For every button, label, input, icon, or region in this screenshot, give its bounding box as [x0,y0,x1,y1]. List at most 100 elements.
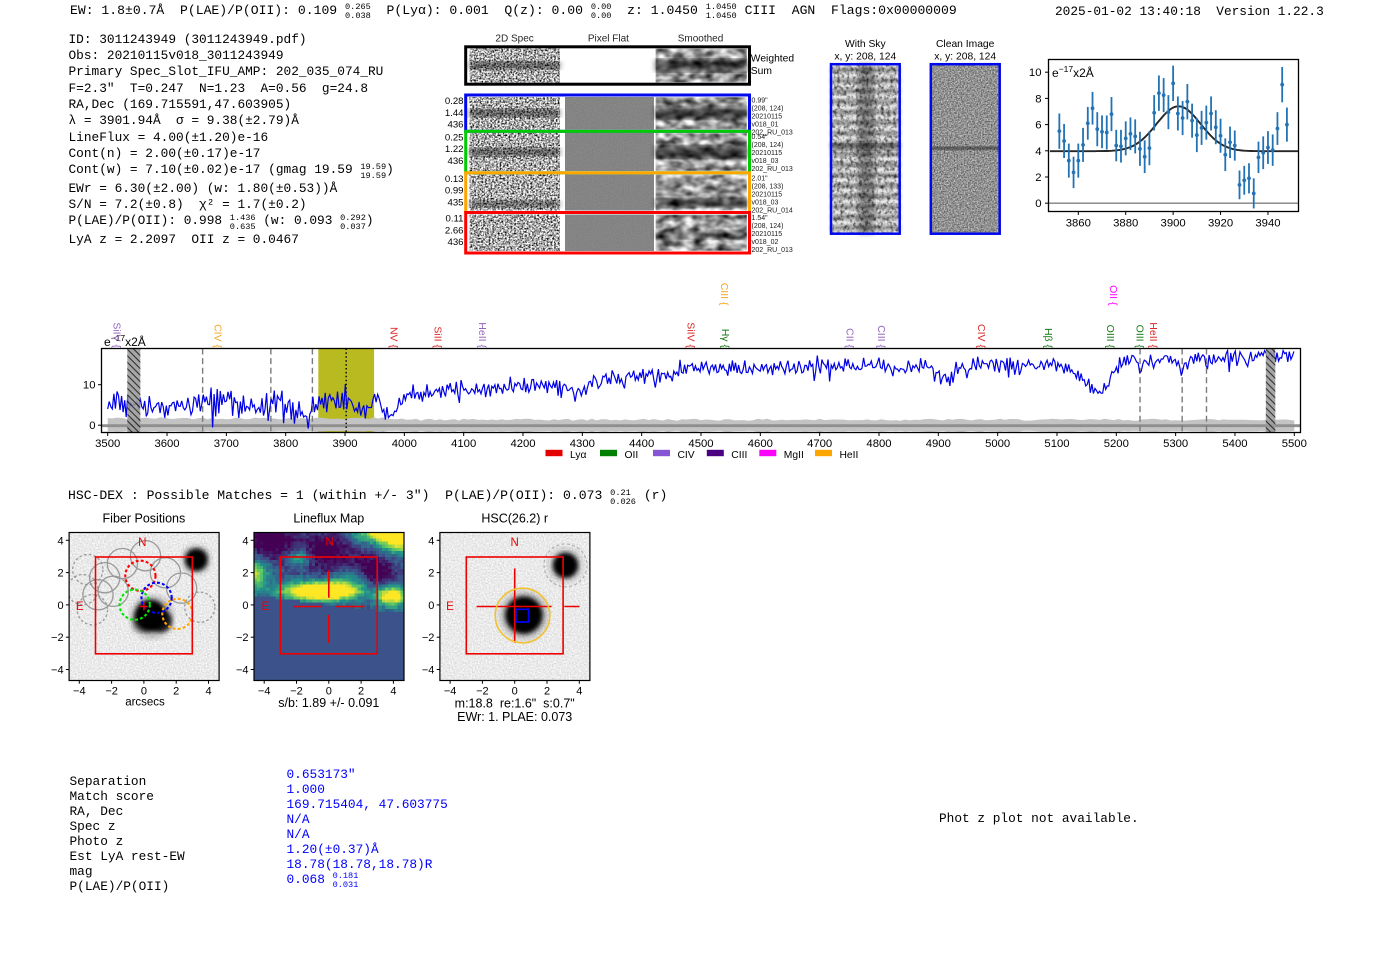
svg-text:Weighted: Weighted [751,54,795,65]
svg-text:4400: 4400 [629,438,654,450]
svg-text:SiIV {: SiIV { [111,322,123,348]
svg-text:10: 10 [83,380,96,392]
svg-text:1.22: 1.22 [445,144,464,155]
svg-text:x, y: 208, 124: x, y: 208, 124 [934,52,996,63]
svg-text:4300: 4300 [570,438,595,450]
svg-text:(208, 133): (208, 133) [752,183,784,190]
svg-text:436: 436 [447,156,463,167]
svg-text:3900: 3900 [332,438,357,450]
svg-text:436: 436 [447,120,463,131]
svg-text:−4: −4 [444,686,457,698]
svg-text:v018_02: v018_02 [752,239,779,246]
svg-text:4: 4 [242,535,248,547]
svg-text:4: 4 [576,686,582,698]
svg-text:e−17x2Å: e−17x2Å [1052,64,1094,80]
svg-text:2: 2 [358,686,364,698]
svg-text:3600: 3600 [154,438,179,450]
svg-text:0.99": 0.99" [752,98,769,105]
svg-text:5200: 5200 [1104,438,1129,450]
svg-text:2: 2 [1035,172,1041,184]
svg-text:435: 435 [447,197,463,208]
svg-text:N: N [325,537,333,549]
svg-text:CIV {: CIV { [975,324,987,348]
svg-text:4: 4 [205,686,211,698]
svg-text:4700: 4700 [807,438,832,450]
svg-text:4600: 4600 [748,438,773,450]
svg-text:N: N [138,537,146,549]
svg-text:Lyα: Lyα [570,450,586,461]
svg-text:3880: 3880 [1113,218,1138,230]
svg-text:−2: −2 [105,686,118,698]
svg-text:e−17x2Å: e−17x2Å [104,333,146,349]
svg-text:CII {: CII { [844,328,856,348]
svg-text:20210115: 20210115 [752,231,783,238]
svg-text:−2: −2 [422,632,435,644]
svg-text:1.54": 1.54" [752,215,769,222]
svg-text:E: E [262,601,270,613]
svg-text:3920: 3920 [1208,218,1233,230]
svg-text:−2: −2 [51,632,64,644]
svg-text:20210115: 20210115 [752,191,783,198]
svg-text:4000: 4000 [392,438,417,450]
svg-text:436: 436 [447,237,463,248]
svg-text:5100: 5100 [1044,438,1069,450]
svg-text:0: 0 [242,600,248,612]
svg-text:EWr: 1. PLAE: 0.073: EWr: 1. PLAE: 0.073 [457,710,572,724]
svg-text:0: 0 [428,600,434,612]
svg-text:OII: OII [625,450,639,461]
svg-text:x, y: 208, 124: x, y: 208, 124 [834,52,896,63]
svg-text:4: 4 [1035,146,1041,158]
svg-text:5000: 5000 [985,438,1010,450]
svg-text:HeII {: HeII { [1147,322,1159,348]
svg-text:E: E [446,601,454,613]
svg-text:OIII {: OIII { [1104,325,1116,349]
svg-text:202_RU_013: 202_RU_013 [752,130,793,137]
svg-text:4: 4 [57,535,63,547]
svg-text:N: N [511,537,519,549]
svg-text:5500: 5500 [1282,438,1307,450]
svg-text:202_RU_013: 202_RU_013 [752,166,793,173]
svg-text:CIII {: CIII { [875,325,887,348]
svg-text:0: 0 [512,686,518,698]
svg-text:−4: −4 [258,686,271,698]
svg-text:2: 2 [173,686,179,698]
svg-text:(208, 124): (208, 124) [752,106,784,113]
svg-text:0: 0 [57,600,63,612]
svg-text:HSC(26.2) r: HSC(26.2) r [481,512,548,526]
svg-text:0.28: 0.28 [445,96,464,107]
svg-text:SiIV {: SiIV { [685,322,697,348]
svg-text:arcsecs: arcsecs [125,697,165,709]
svg-text:−4: −4 [51,665,64,677]
svg-text:0: 0 [89,420,95,432]
svg-text:CIII {: CIII { [718,283,730,306]
svg-text:20210115: 20210115 [752,114,783,121]
svg-text:3900: 3900 [1161,218,1186,230]
svg-text:−2: −2 [290,686,303,698]
svg-text:0.25: 0.25 [445,132,464,143]
svg-text:CIV: CIV [678,450,695,461]
svg-text:2.66: 2.66 [445,225,464,236]
svg-text:v018_03: v018_03 [752,158,779,165]
svg-text:202_RU_013: 202_RU_013 [752,247,793,254]
svg-text:8: 8 [1035,93,1041,105]
svg-text:(208, 124): (208, 124) [752,142,784,149]
svg-text:4800: 4800 [866,438,891,450]
svg-text:3940: 3940 [1255,218,1280,230]
svg-text:Lineflux Map: Lineflux Map [293,512,364,526]
svg-text:2: 2 [428,568,434,580]
svg-text:3700: 3700 [214,438,239,450]
svg-text:3500: 3500 [95,438,120,450]
svg-text:4: 4 [390,686,396,698]
svg-text:0.11: 0.11 [446,214,464,225]
svg-text:2: 2 [544,686,550,698]
svg-text:Pixel Flat: Pixel Flat [588,34,629,45]
svg-text:CIV {: CIV { [212,324,224,348]
svg-text:With Sky: With Sky [845,39,886,50]
svg-text:OIII {: OIII { [1134,325,1146,349]
svg-text:−4: −4 [73,686,86,698]
svg-text:1.44: 1.44 [445,108,464,119]
svg-text:0.13: 0.13 [445,174,464,185]
svg-text:6: 6 [1035,120,1041,132]
svg-text:OII {: OII { [1107,285,1119,306]
svg-text:5400: 5400 [1222,438,1247,450]
